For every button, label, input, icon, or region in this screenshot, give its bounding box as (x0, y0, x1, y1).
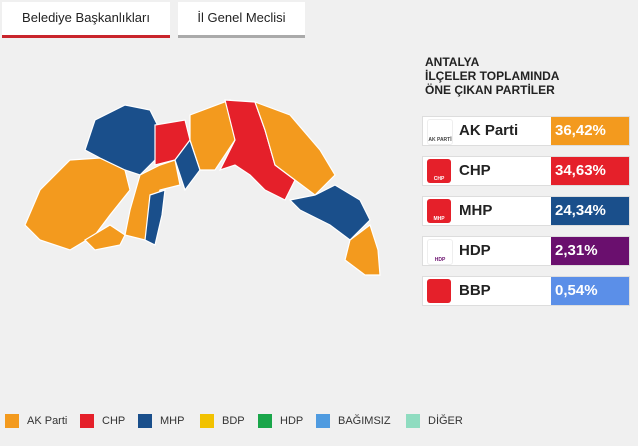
party-result: 36,42% (551, 117, 629, 145)
party-row: MHP MHP 24,34% (422, 196, 630, 226)
tab[interactable]: İl Genel Meclisi (178, 2, 305, 38)
party-result: 34,63% (551, 157, 629, 185)
legend-label: AK Parti (27, 415, 68, 427)
party-logo: HDP (427, 239, 453, 265)
party-result: 24,34% (551, 197, 629, 225)
district (84, 224, 126, 251)
district (344, 224, 381, 276)
legend-label: BAĞIMSIZ (338, 415, 391, 427)
tab[interactable]: Belediye Başkanlıkları (2, 2, 170, 38)
party-name: BBP (459, 282, 491, 299)
party-result: 2,31% (551, 237, 629, 265)
legend-item: MHP (138, 414, 185, 429)
legend-label: DİĞER (428, 415, 463, 427)
party-row: CHP CHP 34,63% (422, 156, 630, 186)
district (144, 189, 166, 246)
party-row: HDP HDP 2,31% (422, 236, 630, 266)
legend-label: CHP (102, 415, 126, 427)
district (288, 184, 371, 241)
party-name: AK Parti (459, 122, 519, 139)
legend-item: CHP (80, 414, 126, 429)
party-name: MHP (459, 202, 493, 219)
legend-item: AK Parti (5, 414, 68, 429)
party-row: BBP 0,54% (422, 276, 630, 306)
party-logo (427, 279, 451, 303)
legend-label: BDP (222, 415, 245, 427)
legend-item: DİĞER (406, 414, 463, 429)
title-line: ANTALYA (425, 55, 480, 69)
legend-label: MHP (160, 415, 185, 427)
legend-label: HDP (280, 415, 304, 427)
party-logo: MHP (427, 199, 451, 223)
title-line: ÖNE ÇIKAN PARTİLER (425, 83, 555, 97)
legend-item: BDP (200, 414, 245, 429)
legend-item: HDP (258, 414, 304, 429)
district (24, 157, 131, 251)
party-name: HDP (459, 242, 491, 259)
party-result: 0,54% (551, 277, 629, 305)
title-line: İLÇELER TOPLAMINDA (425, 69, 560, 83)
party-row: AK PARTİ AK Parti 36,42% (422, 116, 630, 146)
map (24, 99, 381, 276)
party-name: CHP (459, 162, 491, 179)
party-logo: CHP (427, 159, 451, 183)
party-logo: AK PARTİ (427, 119, 453, 145)
legend-item: BAĞIMSIZ (316, 414, 391, 429)
panel-title: ANTALYA İLÇELER TOPLAMINDA ÖNE ÇIKAN PAR… (425, 55, 559, 97)
